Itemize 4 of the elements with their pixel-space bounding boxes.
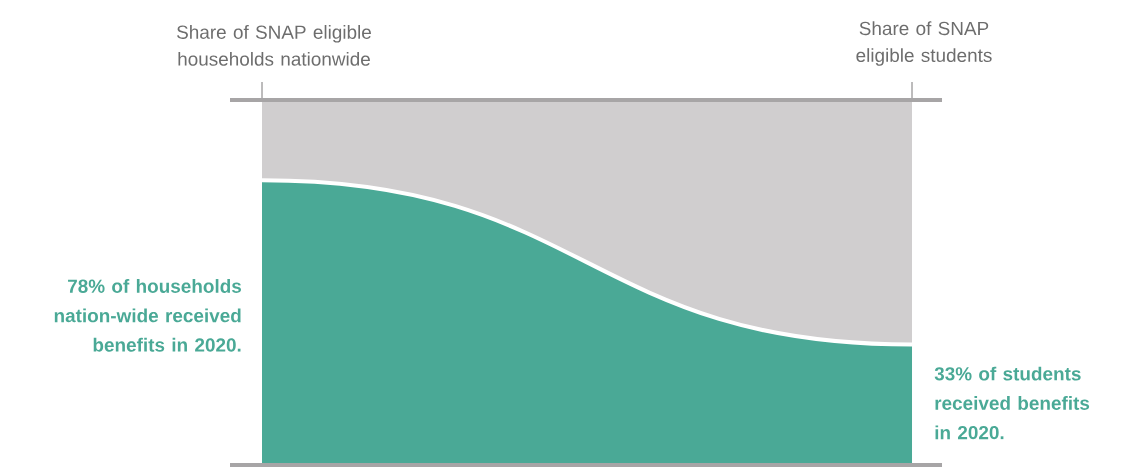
- x-tick-label: Share of SNAP eligible students: [856, 21, 992, 66]
- x-tick-label: Share of SNAP eligible households nationwide: [177, 24, 371, 66]
- annotation: 78% of households nation-wide received benefits in 2020.: [54, 279, 242, 352]
- annotation: 33% of students received benefits in 2020.: [934, 366, 1090, 440]
